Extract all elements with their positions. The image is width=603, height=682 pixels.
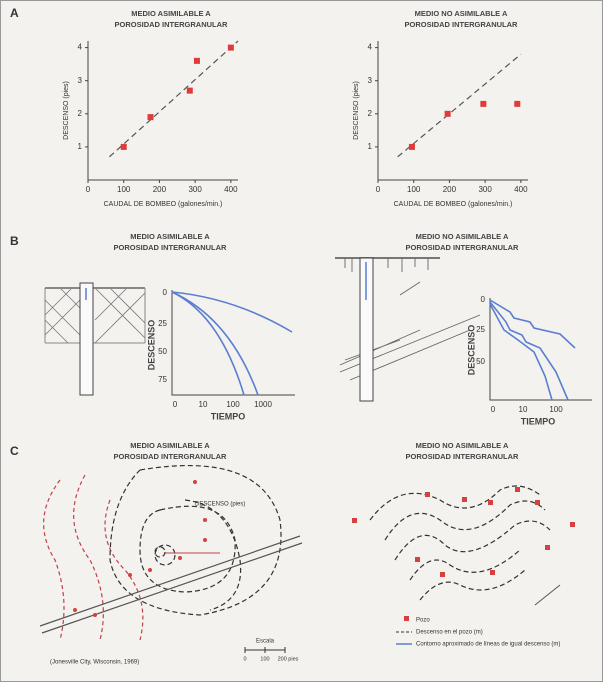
point: [480, 101, 486, 107]
y-tick-label: 3: [368, 76, 373, 85]
tick-label: 75: [158, 375, 167, 384]
panel-label: B: [10, 234, 19, 248]
point: [228, 45, 234, 51]
tick-label: 1000: [254, 400, 272, 409]
y-axis-label: DESCENSO (pies): [353, 81, 360, 140]
axis-label: DESCENSO: [146, 320, 156, 371]
chart-title: POROSIDAD INTERGRANULAR: [115, 20, 229, 29]
legend-label: Contorno aproximado de líneas de igual d…: [416, 642, 560, 648]
point: [194, 58, 200, 64]
axis-label: TIEMPO: [521, 416, 556, 426]
chart-title: MEDIO NO ASIMILABLE A: [415, 9, 508, 18]
scale-tick: 200 pies: [278, 656, 299, 662]
title: POROSIDAD INTERGRANULAR: [114, 243, 228, 252]
y-tick-label: 4: [78, 43, 83, 52]
title: POROSIDAD INTERGRANULAR: [406, 243, 520, 252]
figure: A B C MEDIO ASIMILABLE A POROSIDAD INTER…: [0, 0, 603, 682]
tick-label: 25: [476, 325, 485, 334]
title: MEDIO ASIMILABLE A: [130, 232, 210, 241]
x-tick-label: 300: [478, 185, 492, 194]
point: [514, 101, 520, 107]
title: POROSIDAD INTERGRANULAR: [406, 452, 520, 461]
panel-label: C: [10, 444, 19, 458]
x-axis-label: CAUDAL DE BOMBEO (galones/min.): [104, 201, 223, 208]
tick-label: 0: [173, 400, 178, 409]
y-tick-label: 3: [78, 76, 83, 85]
point: [187, 88, 193, 94]
tick-label: 10: [519, 405, 528, 414]
y-axis-label: DESCENSO (pies): [63, 81, 70, 140]
scale-title: Escala: [256, 639, 275, 645]
x-tick-label: 200: [443, 185, 457, 194]
legend-label: Pozo: [416, 618, 430, 624]
point: [148, 114, 154, 120]
y-tick-label: 1: [78, 142, 83, 151]
tick-label: 50: [158, 347, 167, 356]
axis-label: DESCENSO: [466, 325, 476, 376]
x-axis-label: CAUDAL DE BOMBEO (galones/min.): [394, 201, 513, 208]
x-tick-label: 100: [117, 185, 131, 194]
legend-label: DESCENSO (pies): [195, 502, 245, 508]
x-tick-label: 0: [86, 185, 91, 194]
x-tick-label: 300: [188, 185, 202, 194]
title: MEDIO ASIMILABLE A: [130, 441, 210, 450]
axis-label: TIEMPO: [211, 411, 246, 421]
y-tick-label: 4: [368, 43, 373, 52]
point: [121, 144, 127, 150]
point: [409, 144, 415, 150]
chart-title: MEDIO ASIMILABLE A: [131, 9, 211, 18]
x-tick-label: 400: [224, 185, 238, 194]
legend-label: Descenso en el pozo (m): [416, 630, 483, 636]
title: MEDIO NO ASIMILABLE A: [416, 441, 509, 450]
tick-label: 0: [491, 405, 496, 414]
x-tick-label: 0: [376, 185, 381, 194]
y-tick-label: 1: [368, 142, 373, 151]
scale-tick: 0: [243, 656, 246, 662]
tick-label: 100: [549, 405, 563, 414]
tick-label: 0: [163, 288, 168, 297]
x-tick-label: 100: [407, 185, 421, 194]
tick-label: 100: [226, 400, 240, 409]
tick-label: 25: [158, 319, 167, 328]
tick-label: 10: [199, 400, 208, 409]
tick-label: 50: [476, 357, 485, 366]
scale-tick: 100: [260, 656, 269, 662]
x-tick-label: 200: [153, 185, 167, 194]
tick-label: 0: [481, 295, 486, 304]
y-tick-label: 2: [78, 109, 83, 118]
panel-label: A: [10, 6, 19, 20]
y-tick-label: 2: [368, 109, 373, 118]
chart-title: POROSIDAD INTERGRANULAR: [405, 20, 519, 29]
caption: (Jonesville City, Wisconsin, 1969): [50, 660, 139, 666]
point: [445, 111, 451, 117]
title: MEDIO NO ASIMILABLE A: [416, 232, 509, 241]
title: POROSIDAD INTERGRANULAR: [114, 452, 228, 461]
x-tick-label: 400: [514, 185, 528, 194]
